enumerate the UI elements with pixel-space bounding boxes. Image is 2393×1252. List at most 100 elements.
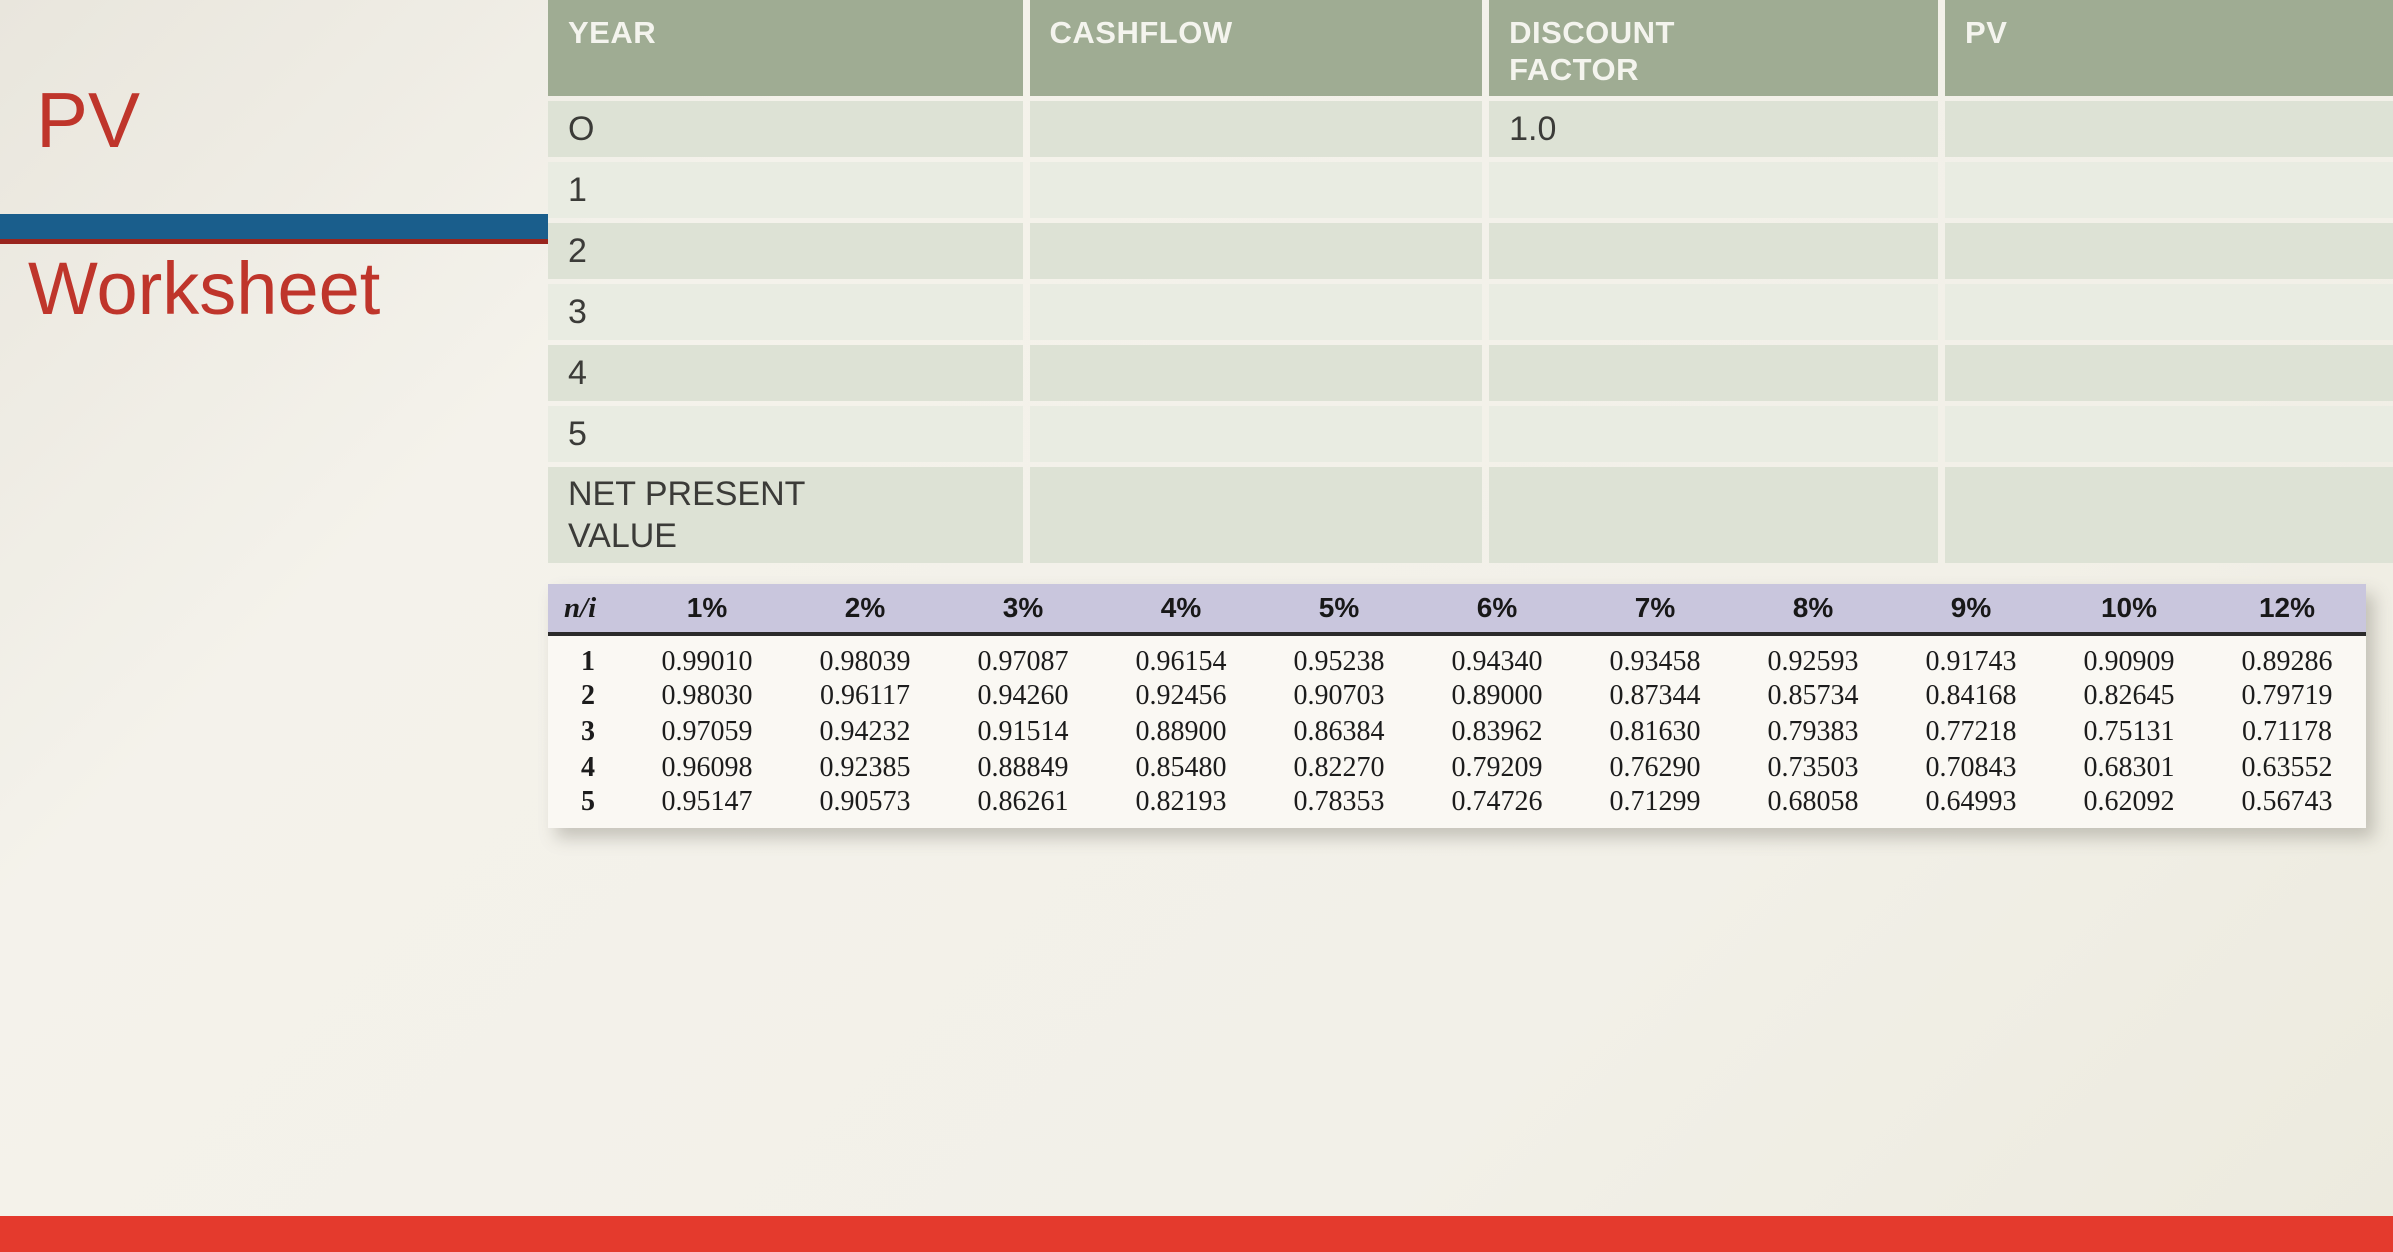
pv-cell [1945,223,2393,279]
factor-value-cell: 0.90703 [1293,680,1385,711]
worksheet-row-1: 1 [548,162,2393,218]
factor-value-cell: 0.97059 [661,716,753,747]
factor-value-cell: 0.85734 [1767,680,1859,711]
factor-value-cell: 0.83962 [1451,716,1543,747]
factor-header-4pct: 4% [1102,584,1260,636]
worksheet-row-2: 2 [548,223,2393,279]
factor-value-cell: 0.86384 [1293,716,1385,747]
factor-value-cell: 0.73503 [1767,752,1859,783]
discount-factor-cell: 1.0 [1489,101,1939,157]
factor-row-2: 2 0.98030 0.96117 0.94260 0.92456 0.9070… [548,678,2366,714]
factor-value-cell: 0.71299 [1609,786,1701,817]
factor-value-cell: 0.96154 [1135,646,1227,677]
factor-value-cell: 0.92385 [819,752,911,783]
factor-header-10pct: 10% [2050,584,2208,636]
factor-header-9pct: 9% [1892,584,2050,636]
title-divider-accent [0,239,548,244]
factor-n-cell: 3 [581,716,595,747]
content-area: YEAR CASHFLOW DISCOUNT FACTOR PV O 1.0 1 [548,0,2393,828]
factor-header-8pct: 8% [1734,584,1892,636]
worksheet-row-3: 3 [548,284,2393,340]
factor-value-cell: 0.71178 [2242,716,2332,747]
factor-value-cell: 0.95147 [661,786,753,817]
factor-value-cell: 0.75131 [2083,716,2175,747]
year-cell: 3 [548,284,1023,340]
pv-cell [1945,406,2393,462]
discount-factor-cell [1489,345,1939,401]
factor-value-cell: 0.82270 [1293,752,1385,783]
factor-header-2pct: 2% [786,584,944,636]
factor-n-cell: 1 [581,646,595,677]
factor-value-cell: 0.77218 [1925,716,2017,747]
factor-value-cell: 0.85480 [1135,752,1227,783]
factor-value-cell: 0.86261 [977,786,1069,817]
year-cell: 5 [548,406,1023,462]
factor-header-ni: n/i [548,584,628,636]
pv-cell [1945,467,2393,563]
factor-value-cell: 0.92593 [1767,646,1859,677]
factor-value-cell: 0.56743 [2241,786,2333,817]
header-pv: PV [1945,0,2393,96]
pv-cell [1945,162,2393,218]
cashflow-cell [1029,223,1483,279]
factor-value-cell: 0.94232 [819,716,911,747]
factor-value-cell: 0.68058 [1767,786,1859,817]
factor-value-cell: 0.78353 [1293,786,1385,817]
cashflow-cell [1029,162,1483,218]
factor-value-cell: 0.76290 [1609,752,1701,783]
factor-header-3pct: 3% [944,584,1102,636]
factor-value-cell: 0.94260 [977,680,1069,711]
factor-value-cell: 0.81630 [1609,716,1701,747]
factor-row-5: 5 0.95147 0.90573 0.86261 0.82193 0.7835… [548,786,2366,828]
cashflow-cell [1029,406,1483,462]
discount-factor-cell [1489,162,1939,218]
factor-value-cell: 0.82645 [2083,680,2175,711]
factor-value-cell: 0.63552 [2241,752,2333,783]
header-discount-factor-label: DISCOUNT FACTOR [1509,15,1675,88]
factor-value-cell: 0.95238 [1293,646,1385,677]
factor-header-1pct: 1% [628,584,786,636]
header-discount-factor: DISCOUNT FACTOR [1489,0,1939,96]
factor-header-12pct: 12% [2208,584,2366,636]
factor-value-cell: 0.70843 [1925,752,2017,783]
factor-value-cell: 0.90573 [819,786,911,817]
factor-value-cell: 0.88849 [977,752,1069,783]
factor-value-cell: 0.97087 [977,646,1069,677]
factor-value-cell: 0.79719 [2241,680,2333,711]
factor-header-5pct: 5% [1260,584,1418,636]
worksheet-row-5: 5 [548,406,2393,462]
title-panel: PV Worksheet [0,0,548,1252]
factor-value-cell: 0.79209 [1451,752,1543,783]
page-title-line1: PV [36,76,141,164]
factor-value-cell: 0.79383 [1767,716,1859,747]
pv-factor-reference-table: n/i 1% 2% 3% 4% 5% 6% 7% 8% 9% 10% 12% 1 [548,584,2366,828]
worksheet-row-4: 4 [548,345,2393,401]
factor-value-cell: 0.88900 [1135,716,1227,747]
factor-value-cell: 0.99010 [661,646,753,677]
pv-cell [1945,345,2393,401]
header-cashflow-label: CASHFLOW [1049,15,1233,50]
pv-worksheet-table: YEAR CASHFLOW DISCOUNT FACTOR PV O 1.0 1 [541,0,2393,568]
header-cashflow: CASHFLOW [1029,0,1483,96]
factor-value-cell: 0.89286 [2241,646,2333,677]
bottom-red-bar [0,1216,2393,1252]
factor-header-row: n/i 1% 2% 3% 4% 5% 6% 7% 8% 9% 10% 12% [548,584,2366,636]
discount-factor-cell [1489,406,1939,462]
cashflow-cell [1029,284,1483,340]
pv-cell [1945,101,2393,157]
factor-row-3: 3 0.97059 0.94232 0.91514 0.88900 0.8638… [548,714,2366,750]
npv-label: NET PRESENT VALUE [568,474,805,556]
year-cell: 1 [548,162,1023,218]
factor-value-cell: 0.92456 [1135,680,1227,711]
factor-value-cell: 0.93458 [1609,646,1701,677]
page-title-line2: Worksheet [28,247,381,330]
worksheet-header-row: YEAR CASHFLOW DISCOUNT FACTOR PV [548,0,2393,96]
factor-value-cell: 0.96117 [820,680,910,711]
factor-value-cell: 0.89000 [1451,680,1543,711]
factor-value-cell: 0.62092 [2083,786,2175,817]
year-cell: O [548,101,1023,157]
year-cell: 2 [548,223,1023,279]
cashflow-cell [1029,101,1483,157]
header-year-label: YEAR [568,15,657,50]
